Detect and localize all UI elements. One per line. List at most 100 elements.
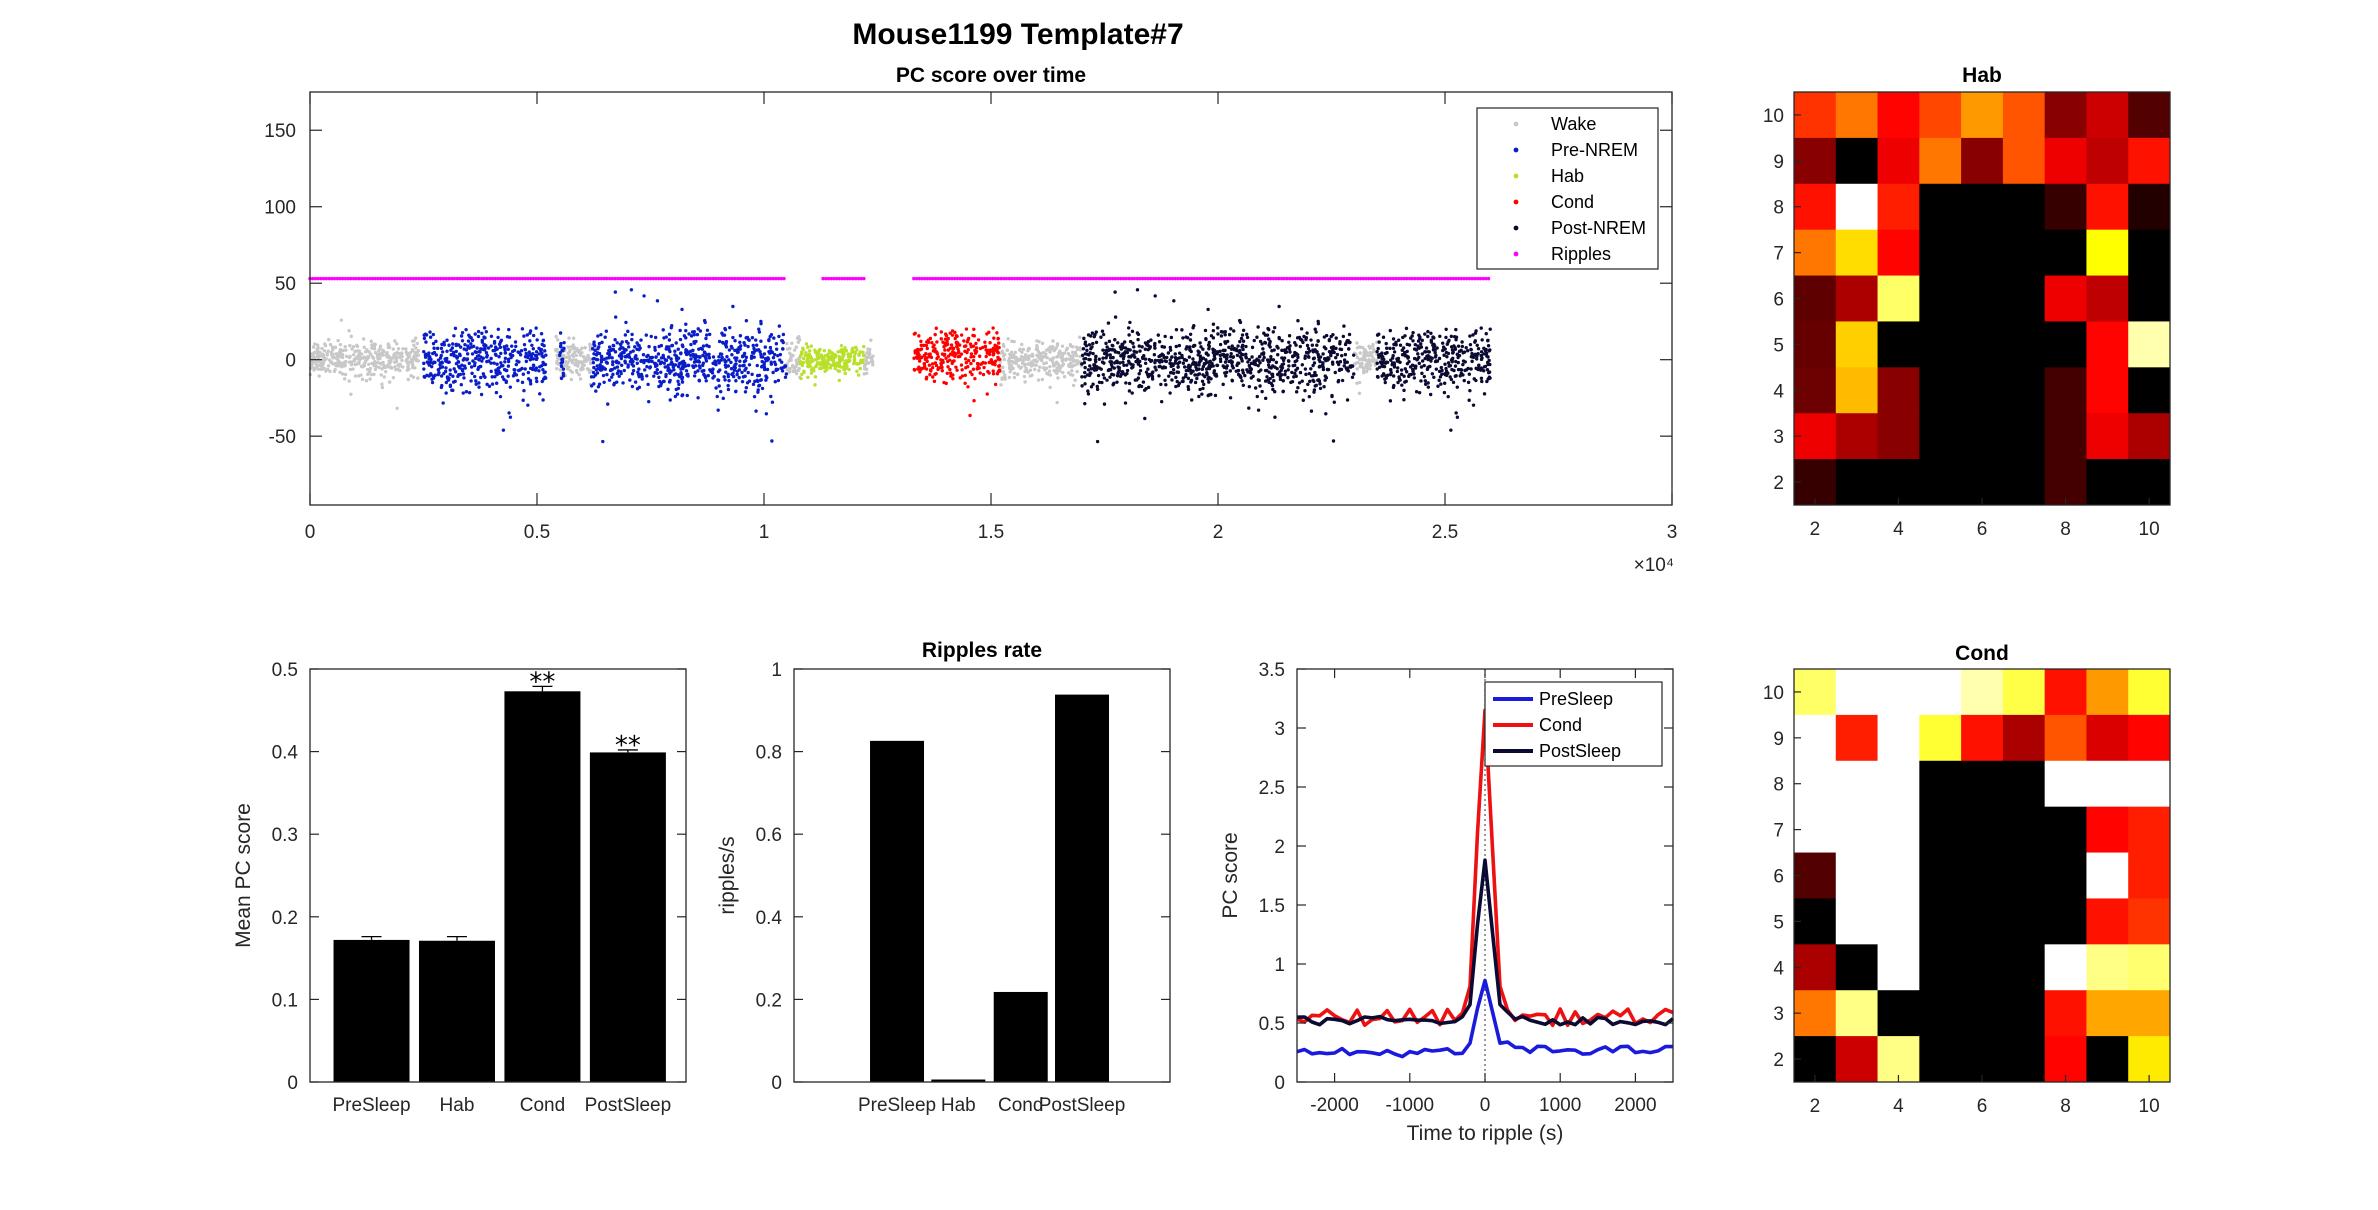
point bbox=[515, 276, 519, 281]
point bbox=[771, 276, 775, 281]
point bbox=[1372, 347, 1376, 352]
point bbox=[464, 390, 469, 394]
point bbox=[1180, 379, 1184, 384]
point bbox=[577, 373, 581, 377]
point bbox=[567, 336, 571, 340]
point bbox=[744, 276, 748, 281]
point bbox=[1287, 334, 1292, 338]
point bbox=[685, 393, 689, 398]
heatmap-cell bbox=[1794, 760, 1837, 808]
point bbox=[485, 382, 489, 387]
heatmap-cell bbox=[2128, 714, 2171, 762]
heatmap-cell bbox=[2086, 669, 2129, 716]
point bbox=[948, 358, 952, 362]
point bbox=[1412, 372, 1416, 376]
point bbox=[612, 381, 617, 386]
point bbox=[984, 354, 988, 359]
point bbox=[472, 363, 477, 368]
point bbox=[458, 345, 463, 349]
point bbox=[1414, 348, 1419, 352]
point bbox=[714, 276, 718, 281]
point bbox=[1412, 356, 1417, 361]
point bbox=[651, 276, 655, 281]
point bbox=[537, 352, 541, 356]
point bbox=[347, 360, 352, 364]
point bbox=[1404, 370, 1409, 374]
point bbox=[512, 276, 516, 281]
point bbox=[1485, 379, 1489, 384]
point bbox=[404, 347, 408, 351]
point bbox=[339, 318, 344, 322]
point bbox=[461, 391, 465, 395]
point bbox=[1473, 339, 1478, 343]
point bbox=[797, 334, 801, 339]
point bbox=[1271, 358, 1276, 362]
point bbox=[1307, 371, 1312, 376]
point bbox=[1171, 368, 1176, 372]
heatmap-cell bbox=[1794, 714, 1837, 762]
point bbox=[341, 361, 345, 365]
heatmap-cell bbox=[2044, 321, 2087, 368]
point bbox=[1169, 335, 1174, 340]
y-tick-label: 0 bbox=[287, 1073, 298, 1094]
point bbox=[1101, 332, 1106, 337]
point bbox=[1316, 378, 1320, 382]
heatmap-cell bbox=[1961, 321, 2004, 368]
y-tick-label: 2 bbox=[1773, 1050, 1784, 1071]
point bbox=[469, 276, 473, 281]
point bbox=[1343, 352, 1348, 357]
point bbox=[751, 343, 755, 348]
point bbox=[1084, 344, 1089, 348]
point bbox=[1051, 339, 1055, 343]
point bbox=[917, 276, 921, 281]
point bbox=[1288, 344, 1292, 348]
point bbox=[470, 352, 475, 356]
point bbox=[930, 365, 935, 370]
point bbox=[939, 276, 943, 281]
point bbox=[454, 343, 459, 348]
point bbox=[510, 344, 514, 348]
point bbox=[1241, 276, 1246, 281]
point bbox=[637, 344, 641, 348]
x-tick-label: 1 bbox=[759, 522, 770, 543]
point bbox=[476, 334, 481, 339]
point bbox=[1181, 336, 1185, 340]
point bbox=[1222, 276, 1227, 281]
heatmap-cell bbox=[1835, 944, 1879, 991]
point bbox=[512, 348, 517, 352]
point bbox=[862, 344, 866, 349]
point bbox=[747, 338, 751, 342]
point bbox=[1350, 276, 1355, 281]
point bbox=[334, 352, 338, 356]
point bbox=[783, 364, 788, 368]
point bbox=[684, 336, 688, 340]
point bbox=[657, 384, 661, 389]
point bbox=[1286, 359, 1291, 363]
point bbox=[973, 351, 978, 355]
point bbox=[531, 333, 536, 338]
point bbox=[1375, 276, 1379, 281]
point bbox=[1160, 276, 1164, 281]
point bbox=[1245, 335, 1250, 340]
point bbox=[570, 361, 575, 365]
point bbox=[342, 377, 347, 381]
point bbox=[826, 356, 831, 360]
heatmap-cell bbox=[1877, 852, 1920, 899]
point bbox=[508, 415, 513, 419]
point bbox=[393, 352, 397, 356]
point bbox=[428, 330, 432, 334]
point bbox=[1048, 385, 1052, 390]
point bbox=[485, 359, 489, 364]
point bbox=[1461, 362, 1465, 367]
point bbox=[1021, 355, 1026, 360]
heatmap-cell bbox=[1961, 367, 2004, 414]
point bbox=[1426, 329, 1430, 334]
point bbox=[326, 364, 331, 368]
point bbox=[1170, 362, 1174, 366]
point bbox=[460, 363, 464, 367]
point bbox=[1438, 375, 1443, 379]
point bbox=[470, 338, 475, 343]
point bbox=[952, 359, 956, 363]
point bbox=[641, 353, 646, 357]
point bbox=[838, 359, 843, 363]
